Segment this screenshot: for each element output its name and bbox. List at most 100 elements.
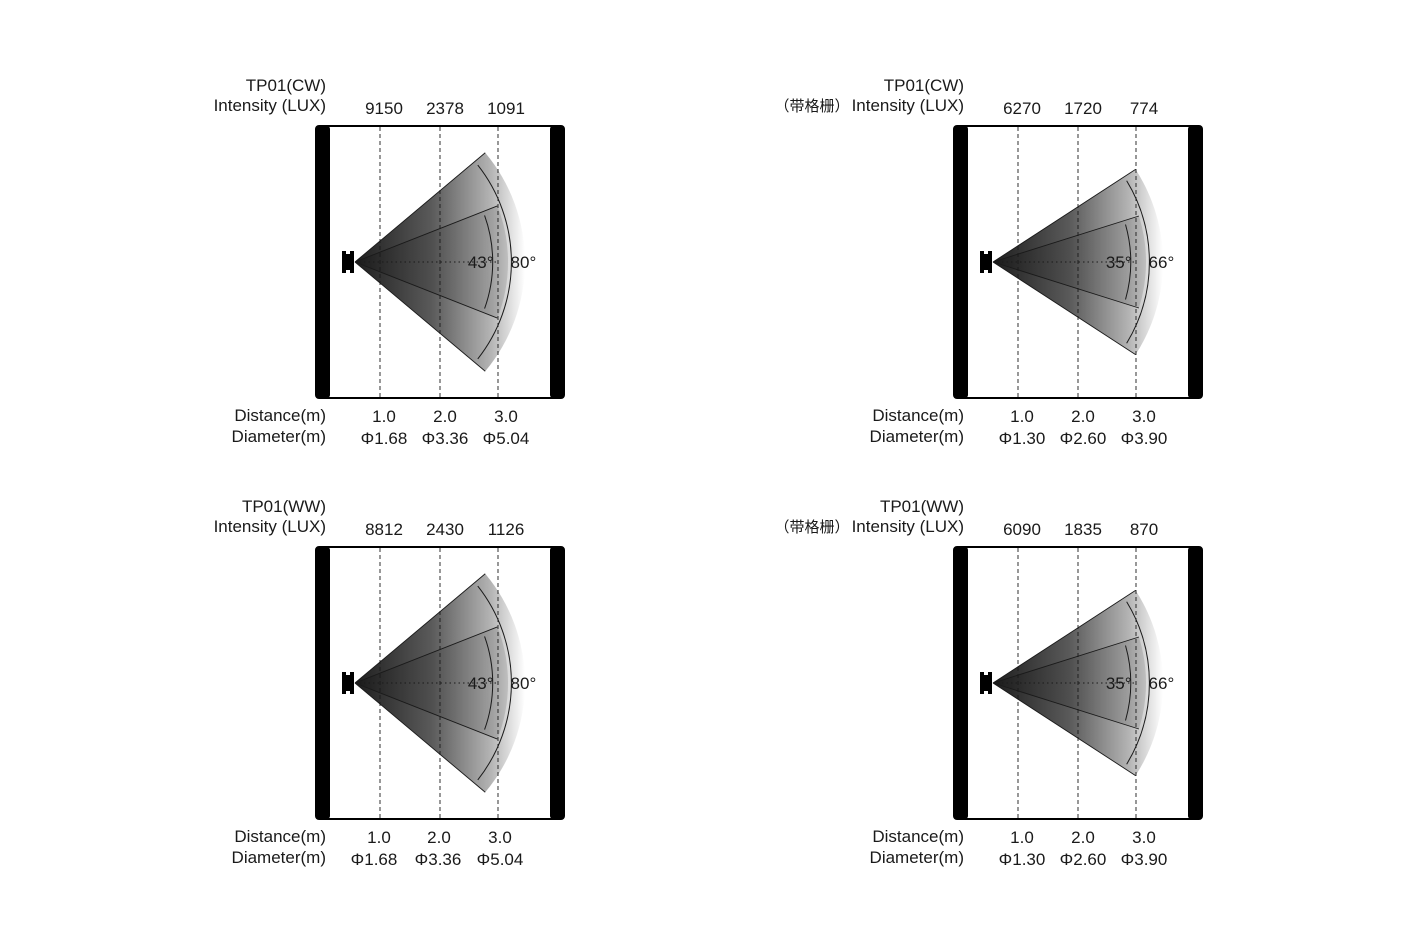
- beam-edge-top: [992, 215, 1140, 263]
- diameter-3m: Φ3.90: [1120, 850, 1168, 869]
- diameter-2m: Φ3.36: [414, 850, 462, 869]
- beam-edge-top: [354, 205, 498, 263]
- lux-value-2m: 2378: [426, 99, 464, 118]
- left-wall: [954, 547, 968, 819]
- left-wall: [316, 126, 330, 398]
- lux-value-1m: 8812: [365, 520, 403, 539]
- beam-edge-top: [354, 626, 498, 684]
- beam-angle-label: 43°: [468, 253, 494, 272]
- distance-2m: 2.0: [427, 828, 451, 847]
- field-angle-label: 80°: [511, 674, 537, 693]
- distance-3m: 3.0: [488, 828, 512, 847]
- right-wall: [1188, 126, 1202, 398]
- beam-angle-arc: [1125, 224, 1132, 300]
- beam-edge-bottom: [992, 261, 1140, 309]
- field-edge-bottom: [354, 682, 486, 793]
- diameter-label: Diameter(m): [231, 848, 326, 867]
- distance-1m: 1.0: [367, 828, 391, 847]
- distance-3m: 3.0: [494, 407, 518, 426]
- luminaire-icon: [342, 251, 354, 273]
- diameter-3m: Φ5.04: [476, 850, 524, 869]
- lux-value-1m: 6090: [1003, 520, 1041, 539]
- beam-diagram: 66° 35°: [953, 125, 1203, 399]
- lux-value-2m: 2430: [426, 520, 464, 539]
- distance-label: Distance(m): [234, 827, 326, 846]
- diameter-label: Diameter(m): [869, 848, 964, 867]
- panel-title: TP01(WW): [241, 497, 326, 516]
- distance-label: Distance(m): [872, 827, 964, 846]
- intensity-label: Intensity (LUX): [213, 517, 326, 536]
- lux-value-2m: 1720: [1064, 99, 1102, 118]
- lux-value-2m: 1835: [1064, 520, 1102, 539]
- distance-2m: 2.0: [1071, 828, 1095, 847]
- field-angle-label: 66°: [1149, 253, 1175, 272]
- panel-title: TP01(WW): [879, 497, 964, 516]
- luminaire-icon: [342, 672, 354, 694]
- luminaire-icon: [980, 672, 992, 694]
- left-wall: [316, 547, 330, 819]
- beam-angle-arc: [484, 636, 494, 730]
- field-edge-top: [992, 169, 1136, 263]
- beam-edge-bottom: [354, 261, 498, 319]
- diameter-label: Diameter(m): [231, 427, 326, 446]
- intensity-label-row: （带格栅） Intensity (LUX): [775, 96, 964, 117]
- diameter-2m: Φ2.60: [1059, 429, 1107, 448]
- intensity-label-row: Intensity (LUX): [212, 517, 326, 538]
- distance-3m: 3.0: [1132, 828, 1156, 847]
- field-edge-top: [354, 573, 486, 684]
- left-wall: [954, 126, 968, 398]
- distance-1m: 1.0: [1010, 407, 1034, 426]
- right-wall: [550, 547, 564, 819]
- diameter-2m: Φ3.36: [421, 429, 469, 448]
- beam-diagram: 66° 35°: [953, 546, 1203, 820]
- beam-diagram: 80° 43°: [315, 125, 565, 399]
- diameter-1m: Φ1.30: [998, 850, 1046, 869]
- distance-3m: 3.0: [1132, 407, 1156, 426]
- beam-panel-tp01-cw: TP01(CW) Intensity (LUX) 9150 2378 1091 …: [200, 70, 720, 470]
- lux-value-3m: 1126: [487, 520, 525, 539]
- beam-angle-label: 35°: [1106, 674, 1132, 693]
- distance-2m: 2.0: [1071, 407, 1095, 426]
- intensity-label-row: （带格栅） Intensity (LUX): [775, 517, 964, 538]
- beam-edge-bottom: [992, 682, 1140, 730]
- distance-label: Distance(m): [872, 406, 964, 425]
- diameter-1m: Φ1.68: [350, 850, 398, 869]
- beam-panel-tp01-cw-grille: TP01(CW) （带格栅） Intensity (LUX) 6270 1720 …: [775, 70, 1358, 470]
- field-edge-bottom: [354, 261, 486, 372]
- field-angle-arc: [1126, 601, 1150, 765]
- field-edge-top: [992, 590, 1136, 684]
- right-wall: [550, 126, 564, 398]
- lux-value-3m: 870: [1129, 520, 1159, 539]
- field-angle-label: 66°: [1149, 674, 1175, 693]
- lux-value-3m: 774: [1129, 99, 1159, 118]
- field-angle-label: 80°: [511, 253, 537, 272]
- intensity-label: Intensity (LUX): [213, 96, 326, 115]
- diameter-3m: Φ3.90: [1120, 429, 1168, 448]
- grille-prefix: （带格栅）: [774, 98, 850, 115]
- distance-label: Distance(m): [234, 406, 326, 425]
- diameter-1m: Φ1.30: [998, 429, 1046, 448]
- beam-panel-tp01-ww-grille: TP01(WW) （带格栅） Intensity (LUX) 6090 1835 …: [775, 491, 1358, 891]
- beam-panel-tp01-ww: TP01(WW) Intensity (LUX) 8812 2430 1126 …: [200, 491, 720, 891]
- grille-prefix: （带格栅）: [774, 519, 850, 536]
- beam-diagram: 80° 43°: [315, 546, 565, 820]
- intensity-label-row: Intensity (LUX): [212, 96, 326, 117]
- panel-title: TP01(CW): [883, 76, 964, 95]
- right-wall: [1188, 547, 1202, 819]
- distance-1m: 1.0: [1010, 828, 1034, 847]
- beam-edge-top: [992, 636, 1140, 684]
- lux-value-3m: 1091: [487, 99, 525, 118]
- field-edge-top: [354, 152, 486, 263]
- panel-title: TP01(CW): [245, 76, 326, 95]
- field-angle-arc: [477, 164, 512, 360]
- distance-1m: 1.0: [372, 407, 396, 426]
- beam-angle-arc: [484, 215, 494, 309]
- field-edge-bottom: [992, 682, 1136, 776]
- beam-angle-label: 35°: [1106, 253, 1132, 272]
- diameter-label: Diameter(m): [869, 427, 964, 446]
- diameter-2m: Φ2.60: [1059, 850, 1107, 869]
- lux-value-1m: 9150: [365, 99, 403, 118]
- diameter-1m: Φ1.68: [360, 429, 408, 448]
- intensity-label: Intensity (LUX): [851, 517, 964, 536]
- beam-edge-bottom: [354, 682, 498, 740]
